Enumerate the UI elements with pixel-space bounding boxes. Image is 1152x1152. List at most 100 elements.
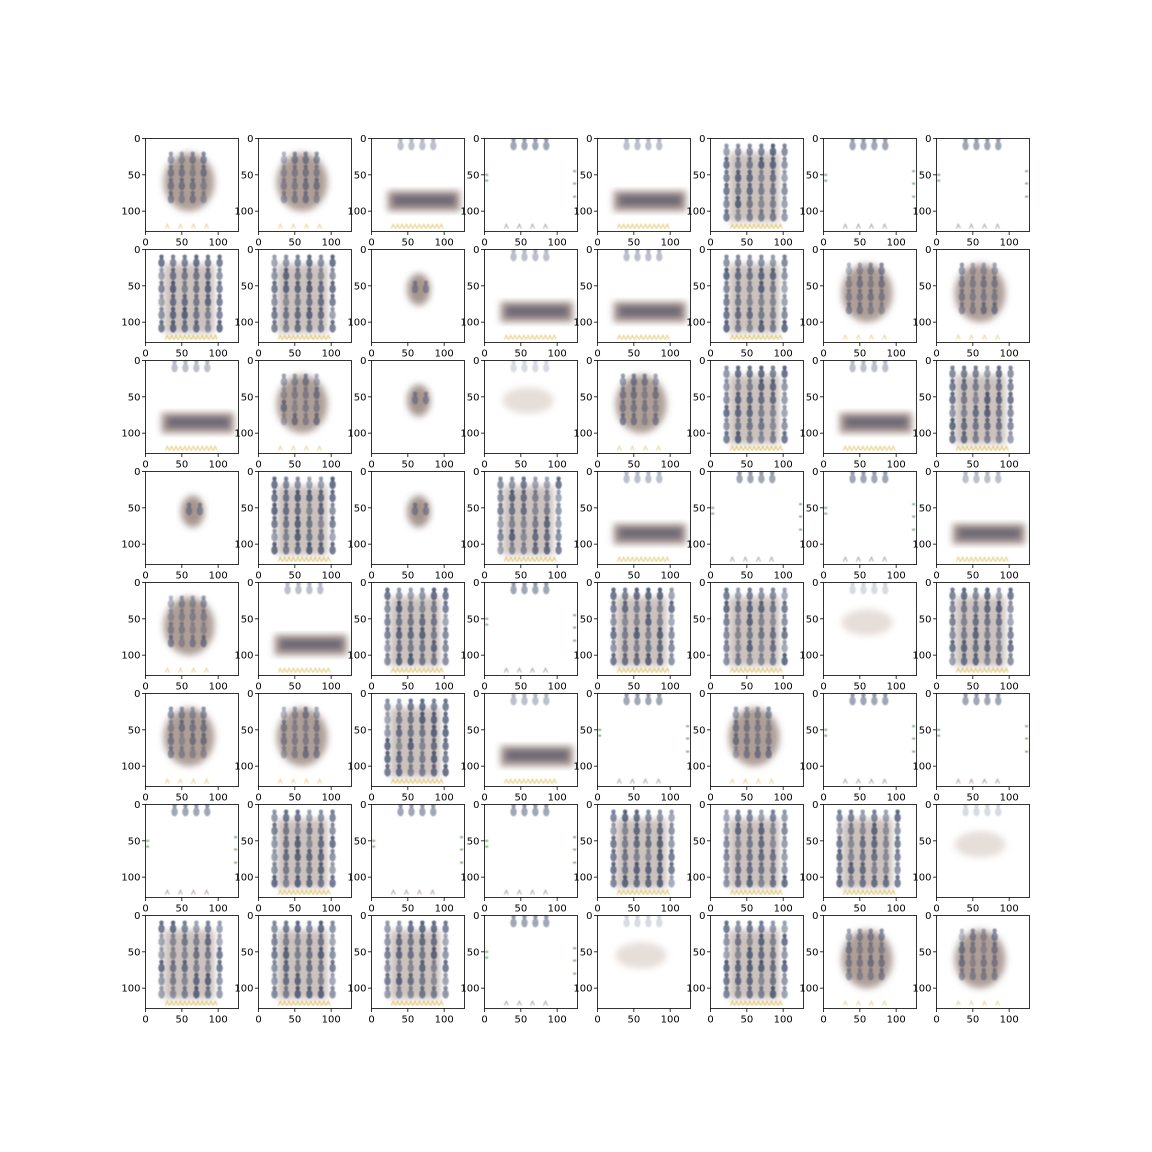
edge-mark (573, 170, 577, 173)
sprite-head (646, 861, 651, 867)
sprite-head (307, 959, 312, 965)
sprite-head (408, 737, 413, 743)
bottom-mark (964, 556, 970, 562)
sprite-head (634, 848, 639, 854)
sprite-head (420, 985, 425, 991)
x-tick-label: 0 (820, 1015, 826, 1026)
sprite-body (510, 585, 517, 595)
sprite-head (307, 874, 312, 880)
sprite-head (521, 515, 526, 521)
sprite-head (521, 528, 526, 534)
sprite-body (769, 852, 777, 862)
sprite-body (871, 839, 878, 849)
bottom-mark (764, 334, 770, 340)
sprite-body (980, 279, 987, 289)
sprite-body (200, 599, 207, 609)
sprite-head (182, 267, 187, 272)
bottom-mark (647, 889, 653, 895)
blur-layer (839, 412, 913, 434)
x-tick-label: 100 (209, 571, 228, 582)
sprite-head (770, 972, 776, 978)
sprite-head (747, 391, 752, 397)
sprite-body (178, 625, 186, 635)
sprite-body (317, 284, 325, 294)
x-tick-label: 0 (933, 1015, 939, 1026)
bottom-mark (621, 223, 627, 229)
detail-layer (510, 360, 550, 373)
y-tick-label: 0 (134, 911, 140, 922)
x-tick-label: 50 (514, 349, 527, 360)
sprite-head (611, 639, 616, 645)
sprite-head (511, 249, 516, 254)
sprite-head (724, 639, 729, 645)
sprite-body (849, 141, 856, 151)
sprite-head (396, 972, 402, 978)
sprite-body (169, 989, 177, 999)
sprite-head (431, 750, 437, 756)
bottom-mark (760, 223, 766, 229)
generated-image (258, 693, 352, 787)
y-tick-label: 100 (686, 873, 705, 884)
generated-image (258, 138, 352, 232)
x-tick-label: 0 (368, 460, 374, 471)
sprite-body (645, 656, 652, 666)
sprite-body (280, 723, 288, 733)
sprite-body (419, 937, 426, 947)
sprite-body (991, 958, 998, 968)
x-tick-label: 50 (401, 793, 414, 804)
sprite-head (759, 404, 764, 410)
sprite-body (969, 279, 977, 289)
sprite-head (281, 719, 287, 724)
sprite-body (216, 963, 223, 973)
x-tick-label: 50 (966, 904, 979, 915)
sprite-body (882, 865, 890, 875)
sprite-body (430, 741, 438, 751)
y-tick-label: 50 (467, 836, 480, 847)
sprite-head (646, 809, 651, 814)
sprite-head (408, 750, 413, 756)
sprite-head (283, 835, 289, 841)
bottom-mark (955, 223, 961, 229)
sprite-head (724, 378, 729, 383)
sprite-head (170, 946, 176, 952)
blur-layer (500, 745, 574, 767)
sprite-head (396, 711, 402, 716)
sprite-head (961, 404, 967, 410)
sprite-head (396, 639, 402, 645)
sprite-body (216, 924, 223, 934)
sprite-head (724, 587, 729, 592)
x-tick-label: 50 (853, 682, 866, 693)
x-tick-label: 0 (707, 238, 713, 249)
sprite-body (859, 826, 866, 836)
sprite-head (657, 835, 663, 841)
y-tick-label: 0 (812, 578, 818, 589)
x-tick-label: 100 (661, 793, 680, 804)
sprite-head (283, 920, 289, 925)
bottom-mark (616, 556, 622, 562)
bottom-mark (529, 778, 535, 784)
sprite-head (735, 613, 741, 619)
sprite-head (770, 471, 775, 476)
sprite-body (497, 545, 504, 555)
sprite-head (168, 190, 174, 196)
bottom-mark (277, 556, 283, 562)
bottom-mark (177, 223, 183, 229)
sprite-body (758, 643, 765, 653)
sprite-body (407, 767, 414, 777)
sprite-head (295, 946, 300, 952)
sprite-body (969, 266, 977, 276)
sprite-body (656, 656, 664, 666)
sprite-head (970, 928, 976, 933)
detail-layer (277, 582, 331, 673)
sprite-head (408, 985, 413, 991)
y-tick-label: 0 (134, 467, 140, 478)
sprite-body (395, 754, 403, 764)
axes-frame (597, 360, 691, 454)
sprite-body (668, 630, 675, 640)
sprite-body (282, 323, 290, 333)
sprite-body (282, 297, 290, 307)
